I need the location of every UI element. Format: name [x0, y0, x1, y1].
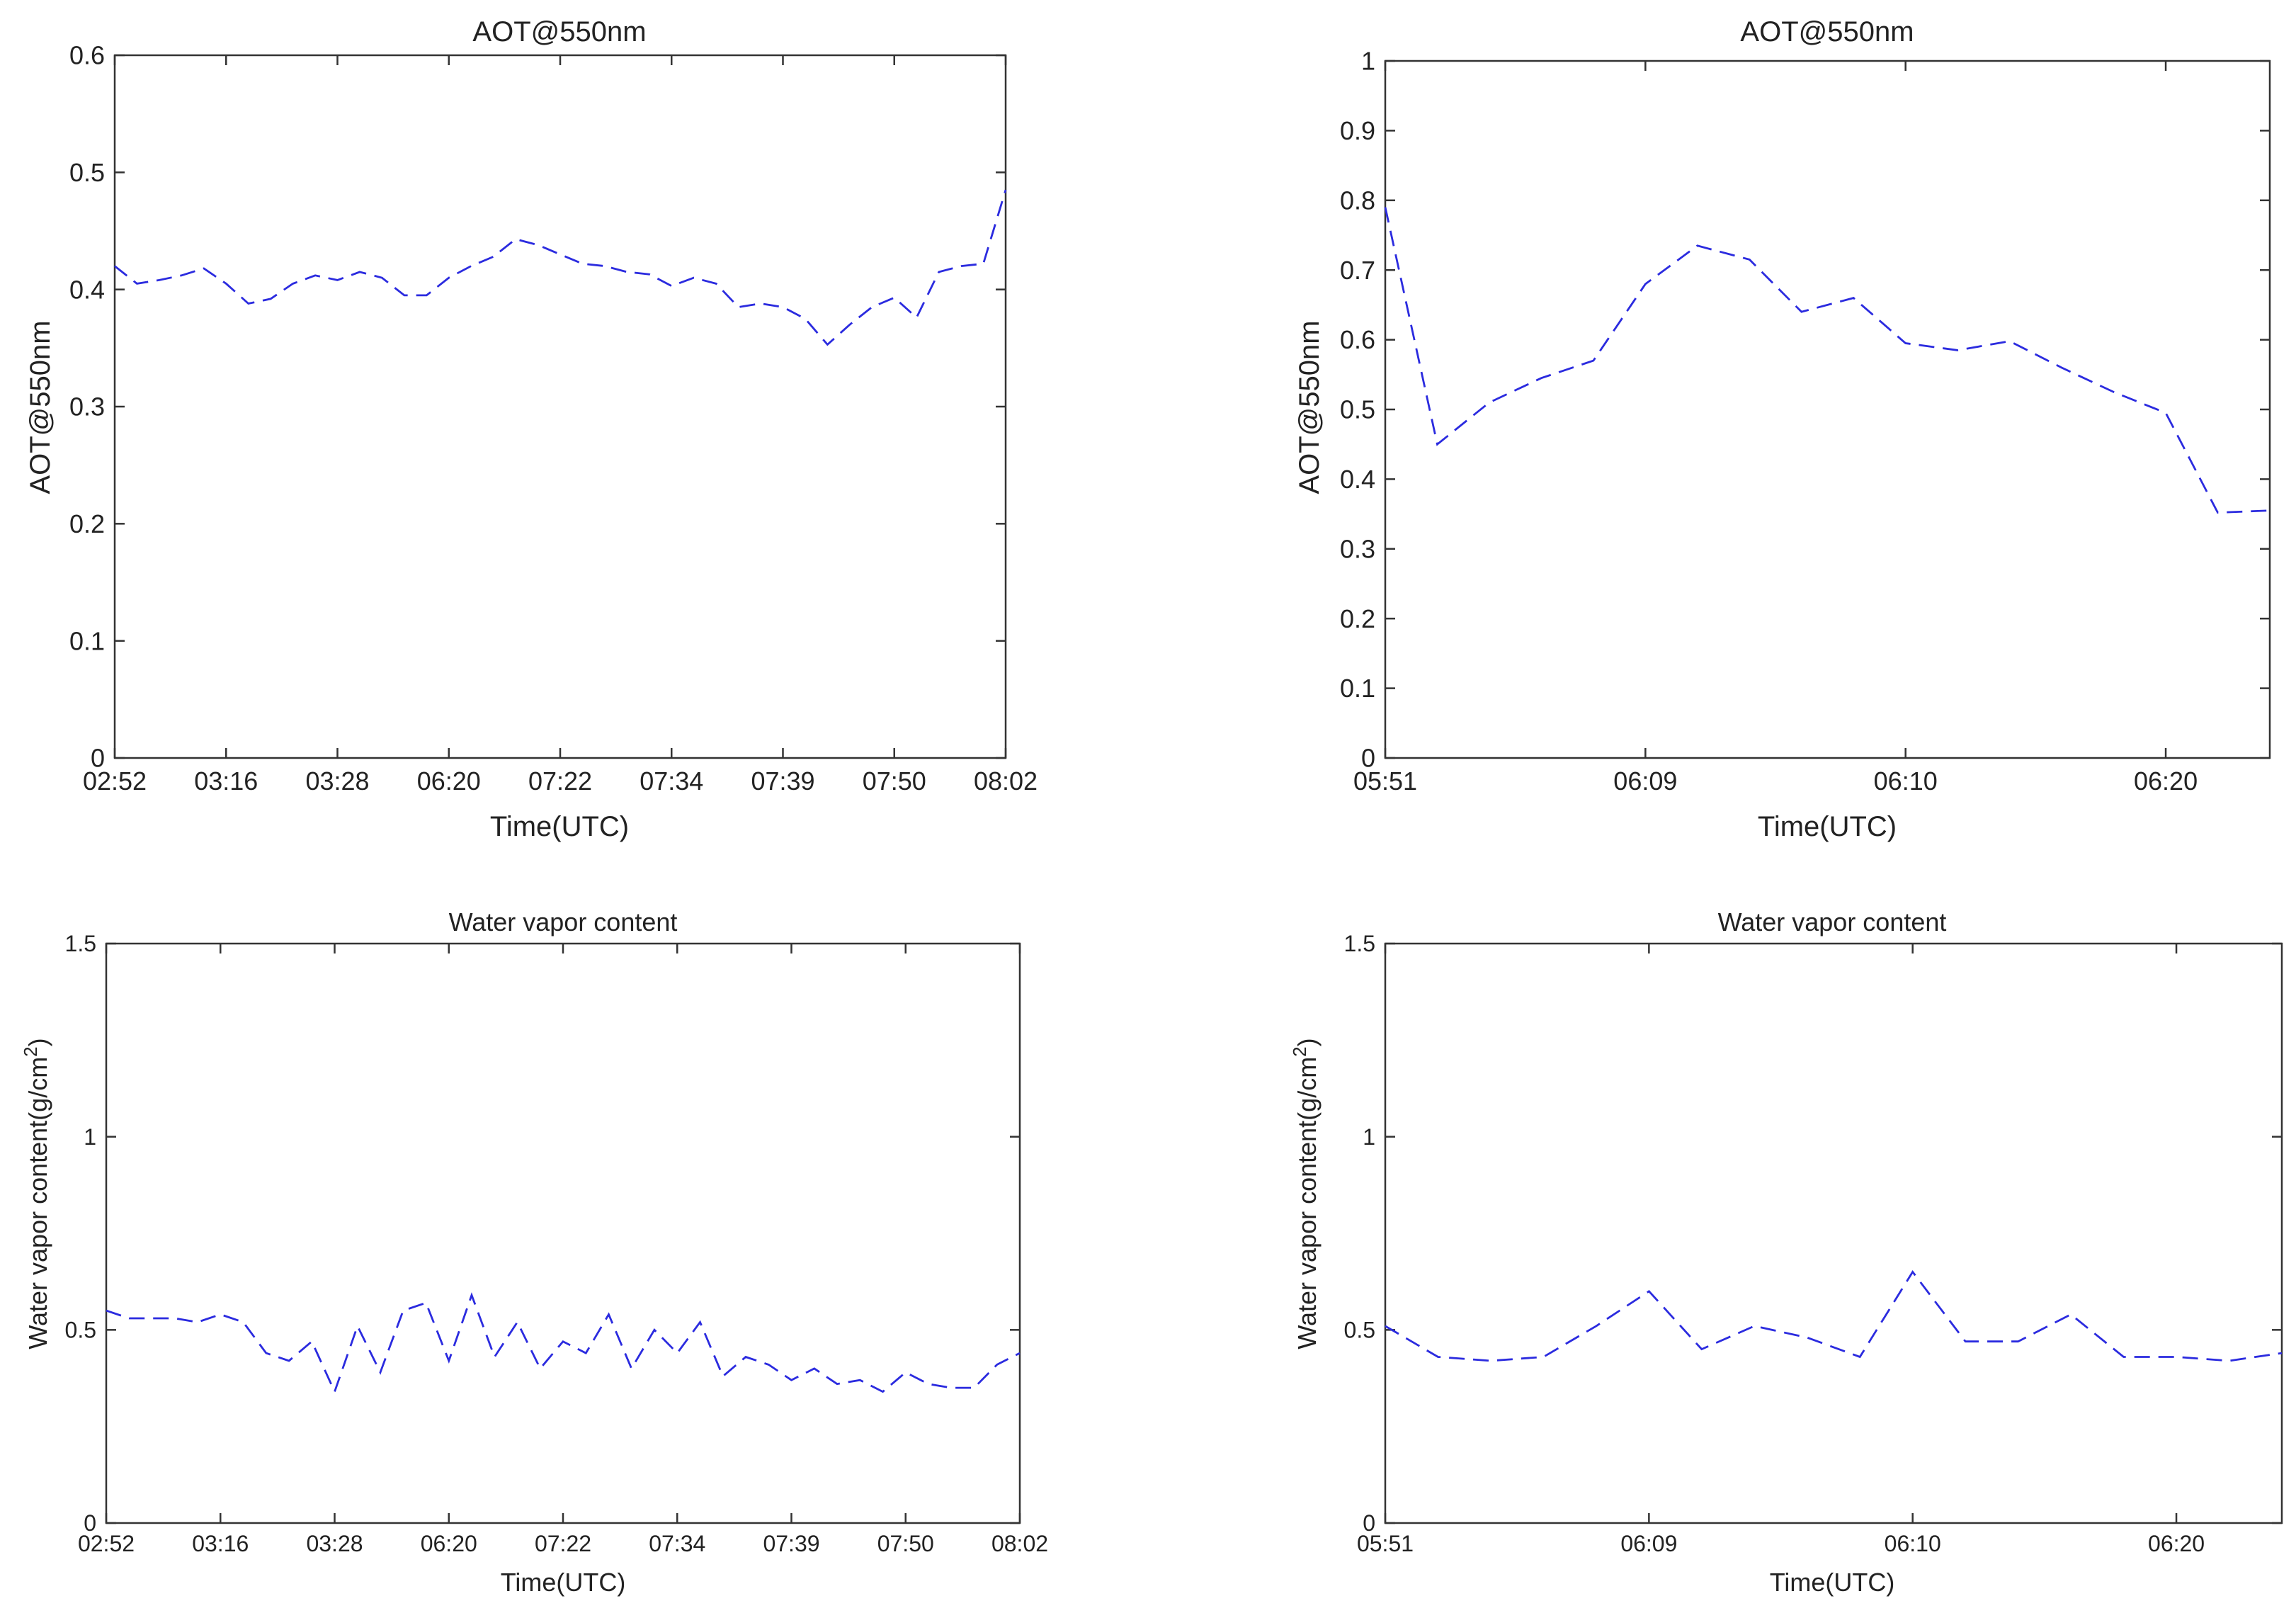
- y-axis-label-superscript: 2: [1289, 1046, 1310, 1056]
- water-vapor-chart-right: Water vapor content Time(UTC) Water vapo…: [1289, 907, 2283, 1597]
- x-tick-label: 06:20: [2134, 766, 2198, 796]
- x-tick-label: 08:02: [974, 766, 1038, 796]
- x-tick-label: 05:51: [1357, 1531, 1414, 1556]
- x-tick-label: 06:09: [1620, 1531, 1677, 1556]
- x-tick-label: 02:52: [78, 1531, 135, 1556]
- chart-title: Water vapor content: [449, 907, 678, 936]
- y-tick-label: 0.5: [1344, 1318, 1375, 1343]
- x-axis-label: Time(UTC): [490, 811, 629, 842]
- y-tick-label: 0.5: [69, 158, 105, 187]
- y-axis-label: Water vapor content(g/cm2): [1289, 1038, 1322, 1349]
- x-tick-label: 07:50: [877, 1531, 934, 1556]
- axes-box: [1384, 942, 2283, 1524]
- x-tick-label: 06:20: [2148, 1531, 2205, 1556]
- x-tick-label: 06:20: [421, 1531, 477, 1556]
- x-tick-label: 07:34: [640, 766, 703, 796]
- y-axis-label: AOT@550nm: [1294, 320, 1325, 494]
- x-axis-label: Time(UTC): [501, 1568, 626, 1597]
- y-tick-label: 0.2: [1340, 604, 1375, 633]
- y-tick-label: 1.5: [1344, 931, 1375, 956]
- y-tick-label: 0.4: [1340, 465, 1375, 494]
- x-axis-label: Time(UTC): [1770, 1568, 1895, 1597]
- y-tick-label: 1.5: [65, 931, 96, 956]
- x-tick-label: 02:52: [83, 766, 147, 796]
- y-tick-label: 0.5: [65, 1318, 96, 1343]
- y-tick-label: 0.1: [69, 626, 105, 655]
- x-tick-label: 03:16: [194, 766, 258, 796]
- chart-title: AOT@550nm: [1740, 16, 1914, 47]
- y-tick-label: 0.6: [1340, 325, 1375, 354]
- x-tick-label: 07:50: [863, 766, 926, 796]
- water-vapor-chart-left: Water vapor content Time(UTC) Water vapo…: [20, 907, 1048, 1597]
- x-tick-label: 07:22: [535, 1531, 591, 1556]
- y-tick-label: 0: [1363, 1510, 1375, 1536]
- y-tick-label: 0: [91, 744, 105, 773]
- x-tick-label: 07:34: [649, 1531, 705, 1556]
- x-tick-label: 07:39: [751, 766, 814, 796]
- y-tick-label: 0.7: [1340, 256, 1375, 285]
- chart-title: AOT@550nm: [472, 16, 646, 47]
- series-line: [1385, 1270, 2283, 1362]
- y-tick-label: 0.2: [69, 509, 105, 538]
- y-tick-label: 0: [1361, 744, 1375, 773]
- y-tick-label: 0.5: [1340, 395, 1375, 424]
- y-tick-label: 1: [1361, 47, 1375, 76]
- y-axis-label-superscript: 2: [20, 1046, 41, 1056]
- y-tick-label: 1: [84, 1124, 96, 1150]
- x-tick-label: 08:02: [991, 1531, 1048, 1556]
- aot-chart-right: AOT@550nm Time(UTC) AOT@550nm 0 0.1 0.2 0.3…: [1294, 16, 2271, 842]
- y-tick-label: 0: [84, 1510, 96, 1536]
- x-tick-label: 06:10: [1885, 1531, 1941, 1556]
- x-tick-label: 06:10: [1874, 766, 1938, 796]
- x-tick-label: 03:16: [192, 1531, 249, 1556]
- series-line: [114, 189, 1007, 346]
- y-tick-label: 0.3: [69, 392, 105, 421]
- x-tick-label: 05:51: [1353, 766, 1417, 796]
- series-line: [1384, 207, 2271, 514]
- y-axis-label: Water vapor content(g/cm2): [20, 1038, 52, 1349]
- x-tick-label: 06:20: [417, 766, 481, 796]
- y-tick-label: 0.4: [69, 275, 105, 304]
- y-tick-label: 0.3: [1340, 534, 1375, 563]
- x-tick-label: 07:22: [528, 766, 592, 796]
- y-tick-label: 1: [1363, 1124, 1375, 1150]
- aot-chart-left: AOT@550nm Time(UTC) AOT@550nm 0 0.1 0.2 0.3…: [25, 16, 1038, 842]
- x-tick-label: 03:28: [305, 766, 369, 796]
- y-axis-label: AOT@550nm: [25, 320, 56, 494]
- x-tick-label: 06:09: [1613, 766, 1677, 796]
- x-tick-label: 03:28: [306, 1531, 363, 1556]
- chart-title: Water vapor content: [1718, 907, 1947, 936]
- y-tick-label: 0.1: [1340, 674, 1375, 703]
- y-tick-label: 0.8: [1340, 186, 1375, 215]
- y-tick-label: 0.9: [1340, 116, 1375, 145]
- y-tick-label: 0.6: [69, 41, 105, 70]
- x-axis-label: Time(UTC): [1758, 811, 1897, 842]
- x-tick-label: 07:39: [763, 1531, 819, 1556]
